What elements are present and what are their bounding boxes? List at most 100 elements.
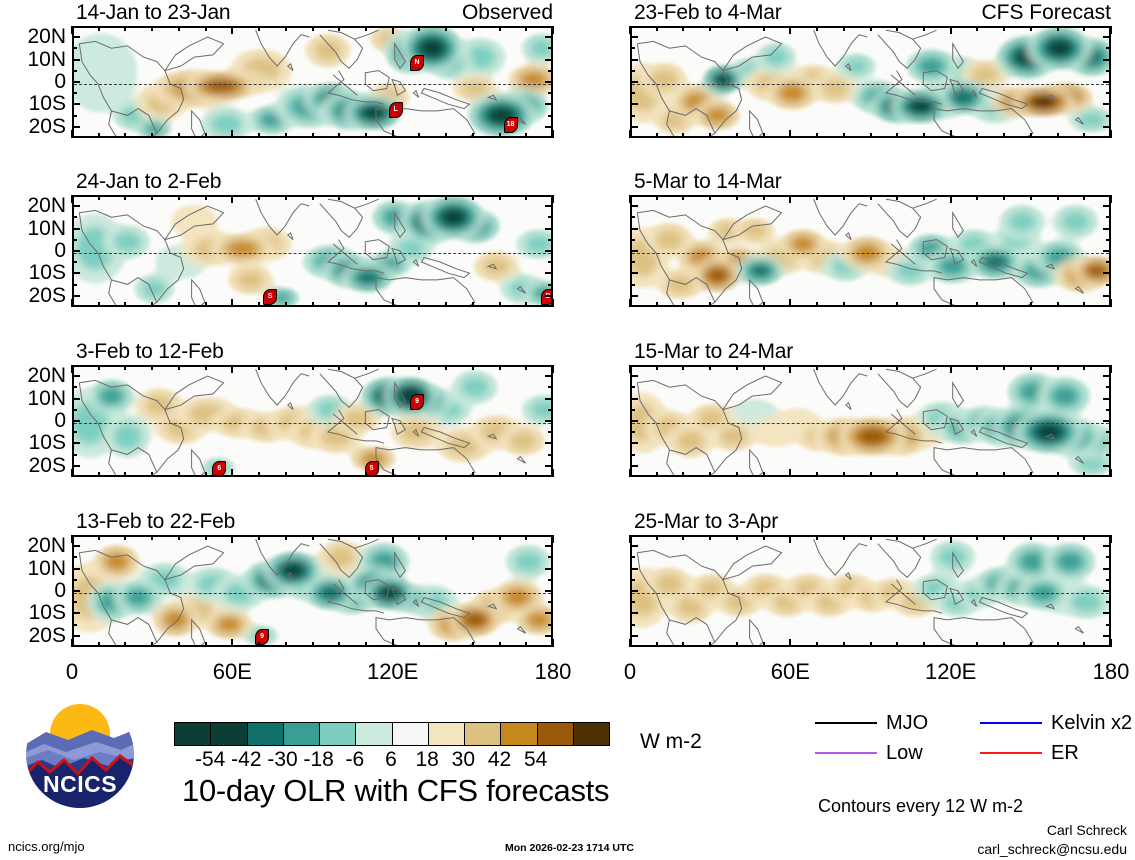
y-tick: [1103, 36, 1111, 39]
x-tick: [525, 472, 528, 477]
colorbar-tick-label: 54: [523, 748, 548, 771]
storm-marker[interactable]: S: [263, 288, 278, 305]
x-tick: [735, 365, 738, 370]
latitude-axis-labels: 20N 10N 0 10S 20S 20N 10N 0 10S 20S 20N 10N 0 10S 20S 2…: [0, 0, 66, 860]
x-tick: [896, 535, 899, 540]
y-tick-label: 10S: [28, 431, 66, 455]
storm-marker[interactable]: N: [410, 54, 425, 71]
y-tick: [1106, 386, 1111, 389]
map-panel-fcst-1[interactable]: [630, 26, 1111, 138]
y-tick: [630, 125, 638, 128]
equator-line: [632, 423, 1109, 424]
x-tick: [471, 133, 474, 138]
storm-marker[interactable]: 18: [503, 117, 518, 134]
x-tick: [1003, 535, 1006, 540]
x-tick: [735, 302, 738, 307]
y-tick: [1103, 442, 1111, 445]
x-tick: [364, 302, 367, 307]
y-tick: [1106, 601, 1111, 604]
x-tick: [177, 365, 180, 370]
x-tick: [311, 472, 314, 477]
x-tick: [629, 195, 631, 203]
y-tick: [1103, 81, 1111, 83]
x-tick: [1083, 535, 1086, 540]
x-tick: [124, 26, 127, 31]
x-tick: [789, 535, 792, 543]
x-tick: [976, 642, 979, 647]
map-panel-obs-4[interactable]: 9: [72, 535, 553, 647]
map-panel-fcst-3[interactable]: [630, 365, 1111, 477]
x-tick: [682, 365, 685, 370]
y-tick: [72, 205, 80, 208]
x-tick: [1056, 365, 1059, 370]
y-tick: [545, 227, 553, 230]
map-panel-fcst-2[interactable]: [630, 195, 1111, 307]
y-tick: [630, 545, 638, 548]
colorbar-tick-label: 18: [415, 748, 439, 771]
legend-line-swatch: [815, 752, 877, 754]
y-tick: [72, 556, 77, 559]
y-tick: [72, 431, 77, 434]
x-tick: [498, 302, 501, 307]
y-tick: [630, 69, 635, 72]
y-tick: [630, 578, 635, 581]
x-tick: [498, 472, 501, 477]
x-tick: [1003, 302, 1006, 307]
y-tick: [545, 545, 553, 548]
x-tick: [364, 535, 367, 540]
x-tick: [1003, 472, 1006, 477]
map-panel-obs-2[interactable]: SD: [72, 195, 553, 307]
y-tick: [1103, 567, 1111, 570]
x-tick: [498, 26, 501, 31]
storm-marker[interactable]: 6: [212, 460, 227, 475]
y-tick: [1106, 578, 1111, 581]
x-tick-label: 0: [65, 659, 79, 684]
y-tick: [72, 601, 77, 604]
storm-marker[interactable]: 5: [364, 460, 379, 475]
x-tick: [177, 302, 180, 307]
site-url[interactable]: ncics.org/mjo: [8, 839, 85, 854]
x-tick: [284, 642, 287, 647]
x-tick: [816, 133, 819, 138]
storm-marker[interactable]: 9: [410, 393, 425, 410]
x-tick: [1029, 302, 1032, 307]
x-tick: [682, 26, 685, 31]
x-tick-label: 60E: [770, 659, 810, 684]
x-tick: [1110, 639, 1112, 647]
x-tick: [231, 299, 234, 307]
x-tick: [418, 642, 421, 647]
legend-label: Kelvin x2: [1051, 712, 1133, 734]
y-tick: [545, 420, 553, 422]
x-tick: [869, 302, 872, 307]
x-tick: [284, 302, 287, 307]
ncics-logo[interactable]: NCICS: [26, 700, 134, 808]
map-panel-fcst-4[interactable]: [630, 535, 1111, 647]
x-tick: [284, 535, 287, 540]
x-tick: [552, 130, 554, 138]
y-tick: [545, 58, 553, 61]
panel-title-fcst-4: 25-Mar to 3-Apr: [634, 510, 779, 533]
x-tick: [816, 535, 819, 540]
y-tick: [72, 261, 77, 264]
x-tick: [869, 195, 872, 200]
x-tick: [364, 133, 367, 138]
y-tick: [545, 250, 553, 252]
x-tick: [655, 472, 658, 477]
y-tick: [630, 103, 638, 106]
x-tick: [1083, 642, 1086, 647]
x-tick: [896, 195, 899, 200]
map-panel-obs-3[interactable]: 9 6 5: [72, 365, 553, 477]
x-tick: [896, 365, 899, 370]
x-tick: [445, 365, 448, 370]
storm-marker[interactable]: L: [388, 101, 403, 118]
y-tick: [1106, 216, 1111, 219]
storm-marker[interactable]: 9: [255, 628, 270, 645]
equator-line: [632, 253, 1109, 254]
panel-title-fcst-2: 5-Mar to 14-Mar: [634, 170, 782, 193]
y-tick: [1103, 272, 1111, 275]
y-tick-label: 20S: [28, 453, 66, 477]
x-tick: [655, 642, 658, 647]
author-email[interactable]: carl_schreck@ncsu.edu: [977, 841, 1127, 857]
y-tick: [1106, 47, 1111, 50]
map-panel-obs-1[interactable]: N L 18: [72, 26, 553, 138]
